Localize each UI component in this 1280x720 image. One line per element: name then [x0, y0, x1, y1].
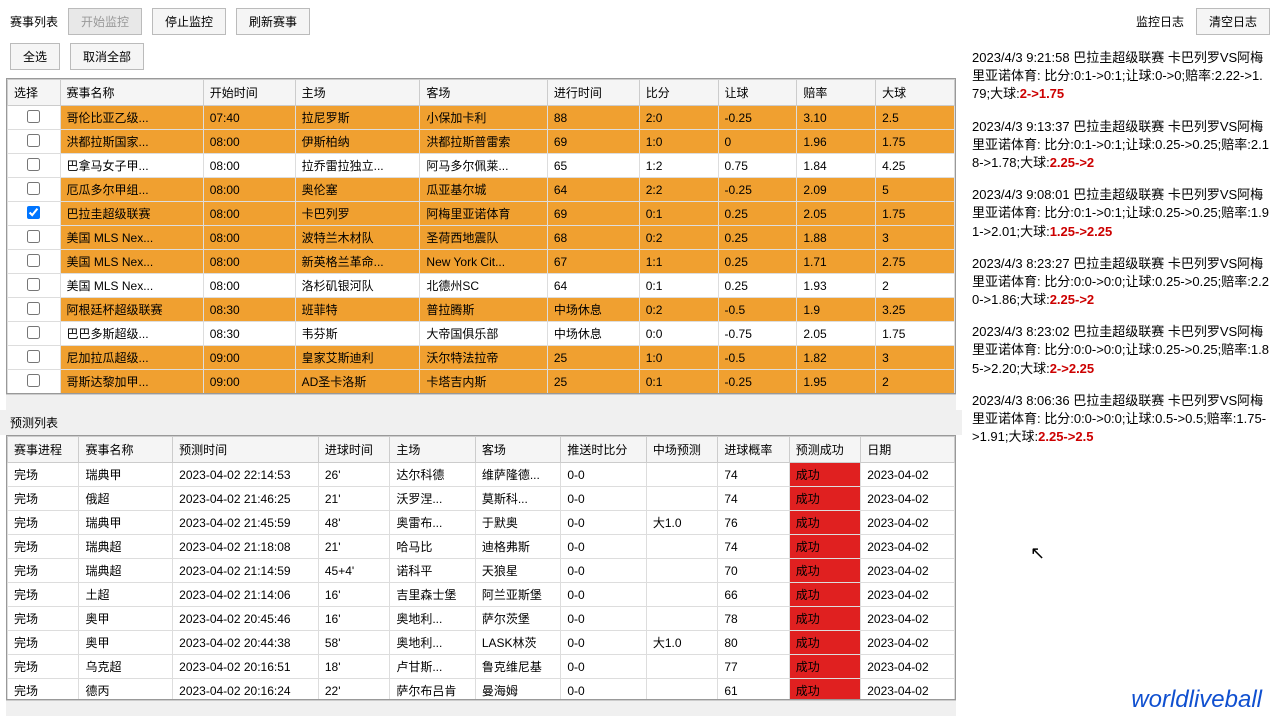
prediction-table[interactable]: 赛事进程赛事名称预测时间进球时间主场客场推送时比分中场预测进球概率预测成功日期 … — [6, 435, 956, 700]
row-checkbox[interactable] — [27, 326, 40, 339]
col-header[interactable]: 预测成功 — [789, 437, 860, 463]
col-header[interactable]: 赛事名称 — [79, 437, 173, 463]
log-entry: 2023/4/3 8:23:27 巴拉圭超级联赛 卡巴列罗VS阿梅里亚诺体育: … — [972, 255, 1270, 310]
table-row[interactable]: 完场德丙2023-04-02 20:16:2422'萨尔布吕肯曼海姆0-061成… — [8, 679, 955, 701]
refresh-button[interactable]: 刷新赛事 — [236, 8, 310, 35]
main-toolbar: 赛事列表 开始监控 停止监控 刷新赛事 — [0, 0, 962, 43]
col-header[interactable]: 进行时间 — [547, 80, 639, 106]
table-row[interactable]: 完场瑞典超2023-04-02 21:14:5945+4'诺科平天狼星0-070… — [8, 559, 955, 583]
table-row[interactable]: 巴拉圭超级联赛08:00卡巴列罗阿梅里亚诺体育690:10.252.051.75 — [8, 202, 955, 226]
col-header[interactable]: 进球时间 — [318, 437, 389, 463]
table-row[interactable]: 完场奥甲2023-04-02 20:44:3858'奥地利...LASK林茨0-… — [8, 631, 955, 655]
prediction-label: 预测列表 — [0, 410, 962, 435]
row-checkbox[interactable] — [27, 350, 40, 363]
select-all-button[interactable]: 全选 — [10, 43, 60, 70]
row-checkbox[interactable] — [27, 230, 40, 243]
table-row[interactable]: 完场土超2023-04-02 21:14:0616'吉里森士堡阿兰亚斯堡0-06… — [8, 583, 955, 607]
log-entry: 2023/4/3 8:23:02 巴拉圭超级联赛 卡巴列罗VS阿梅里亚诺体育: … — [972, 323, 1270, 378]
log-panel[interactable]: 2023/4/3 9:21:58 巴拉圭超级联赛 卡巴列罗VS阿梅里亚诺体育: … — [962, 43, 1280, 720]
col-header[interactable]: 赛事名称 — [60, 80, 203, 106]
table-row[interactable]: 美国 MLS Nex...08:00新英格兰革命...New York Cit.… — [8, 250, 955, 274]
row-checkbox[interactable] — [27, 134, 40, 147]
table-row[interactable]: 墨西哥超级联...09:00马萨特兰女子利昂女子270:011.982.25 — [8, 394, 955, 395]
table-row[interactable]: 完场俄超2023-04-02 21:46:2521'沃罗涅...莫斯科...0-… — [8, 487, 955, 511]
table-row[interactable]: 完场瑞典超2023-04-02 21:18:0821'哈马比迪格弗斯0-074成… — [8, 535, 955, 559]
col-header[interactable]: 主场 — [390, 437, 476, 463]
log-entry: 2023/4/3 9:13:37 巴拉圭超级联赛 卡巴列罗VS阿梅里亚诺体育: … — [972, 118, 1270, 173]
table-row[interactable]: 完场瑞典甲2023-04-02 22:14:5326'达尔科德维萨隆德...0-… — [8, 463, 955, 487]
branding-text: worldliveball — [1131, 686, 1262, 714]
table-row[interactable]: 巴巴多斯超级...08:30韦芬斯大帝国俱乐部中场休息0:0-0.752.051… — [8, 322, 955, 346]
col-header[interactable]: 客场 — [475, 437, 561, 463]
row-checkbox[interactable] — [27, 302, 40, 315]
col-header[interactable]: 比分 — [639, 80, 718, 106]
table-row[interactable]: 阿根廷杯超级联赛08:30班菲特普拉腾斯中场休息0:2-0.51.93.25 — [8, 298, 955, 322]
col-header[interactable]: 日期 — [861, 437, 955, 463]
table-row[interactable]: 厄瓜多尔甲组...08:00奥伦塞瓜亚基尔城642:2-0.252.095 — [8, 178, 955, 202]
row-checkbox[interactable] — [27, 182, 40, 195]
log-toolbar: 监控日志 清空日志 — [962, 0, 1280, 43]
section-title: 赛事列表 — [10, 13, 58, 30]
table-row[interactable]: 哥伦比亚乙级...07:40拉尼罗斯小保加卡利882:0-0.253.102.5 — [8, 106, 955, 130]
row-checkbox[interactable] — [27, 254, 40, 267]
col-header[interactable]: 赛事进程 — [8, 437, 79, 463]
log-title: 监控日志 — [1136, 13, 1184, 30]
stop-monitor-button[interactable]: 停止监控 — [152, 8, 226, 35]
col-header[interactable]: 中场预测 — [646, 437, 717, 463]
table-row[interactable]: 尼加拉瓜超级...09:00皇家艾斯迪利沃尔特法拉帝251:0-0.51.823 — [8, 346, 955, 370]
table-row[interactable]: 美国 MLS Nex...08:00波特兰木材队圣荷西地震队680:20.251… — [8, 226, 955, 250]
table-row[interactable]: 完场乌克超2023-04-02 20:16:5118'卢甘斯...鲁克维尼基0-… — [8, 655, 955, 679]
table-row[interactable]: 完场奥甲2023-04-02 20:45:4616'奥地利...萨尔茨堡0-07… — [8, 607, 955, 631]
log-entry: 2023/4/3 9:21:58 巴拉圭超级联赛 卡巴列罗VS阿梅里亚诺体育: … — [972, 49, 1270, 104]
col-header[interactable]: 预测时间 — [173, 437, 319, 463]
table-row[interactable]: 巴拿马女子甲...08:00拉乔雷拉独立...阿马多尔佩莱...651:20.7… — [8, 154, 955, 178]
col-header[interactable]: 赔率 — [797, 80, 876, 106]
row-checkbox[interactable] — [27, 374, 40, 387]
clear-log-button[interactable]: 清空日志 — [1196, 8, 1270, 35]
table-row[interactable]: 洪都拉斯国家...08:00伊斯柏纳洪都拉斯普雷索691:001.961.75 — [8, 130, 955, 154]
deselect-all-button[interactable]: 取消全部 — [70, 43, 144, 70]
table-row[interactable]: 完场瑞典甲2023-04-02 21:45:5948'奥雷布...于默奥0-0大… — [8, 511, 955, 535]
row-checkbox[interactable] — [27, 110, 40, 123]
match-table[interactable]: 选择赛事名称开始时间主场客场进行时间比分让球赔率大球 哥伦比亚乙级...07:4… — [6, 78, 956, 394]
col-header[interactable]: 开始时间 — [203, 80, 295, 106]
row-checkbox[interactable] — [27, 206, 40, 219]
log-entry: 2023/4/3 9:08:01 巴拉圭超级联赛 卡巴列罗VS阿梅里亚诺体育: … — [972, 186, 1270, 241]
start-monitor-button[interactable]: 开始监控 — [68, 8, 142, 35]
row-checkbox[interactable] — [27, 278, 40, 291]
table-row[interactable]: 美国 MLS Nex...08:00洛杉矶银河队北德州SC640:10.251.… — [8, 274, 955, 298]
col-header[interactable]: 选择 — [8, 80, 61, 106]
table-row[interactable]: 哥斯达黎加甲...09:00AD圣卡洛斯卡塔吉内斯250:1-0.251.952 — [8, 370, 955, 394]
col-header[interactable]: 推送时比分 — [561, 437, 647, 463]
col-header[interactable]: 进球概率 — [718, 437, 789, 463]
col-header[interactable]: 让球 — [718, 80, 797, 106]
col-header[interactable]: 主场 — [295, 80, 420, 106]
col-header[interactable]: 大球 — [876, 80, 955, 106]
log-entry: 2023/4/3 8:06:36 巴拉圭超级联赛 卡巴列罗VS阿梅里亚诺体育: … — [972, 392, 1270, 447]
col-header[interactable]: 客场 — [420, 80, 547, 106]
row-checkbox[interactable] — [27, 158, 40, 171]
